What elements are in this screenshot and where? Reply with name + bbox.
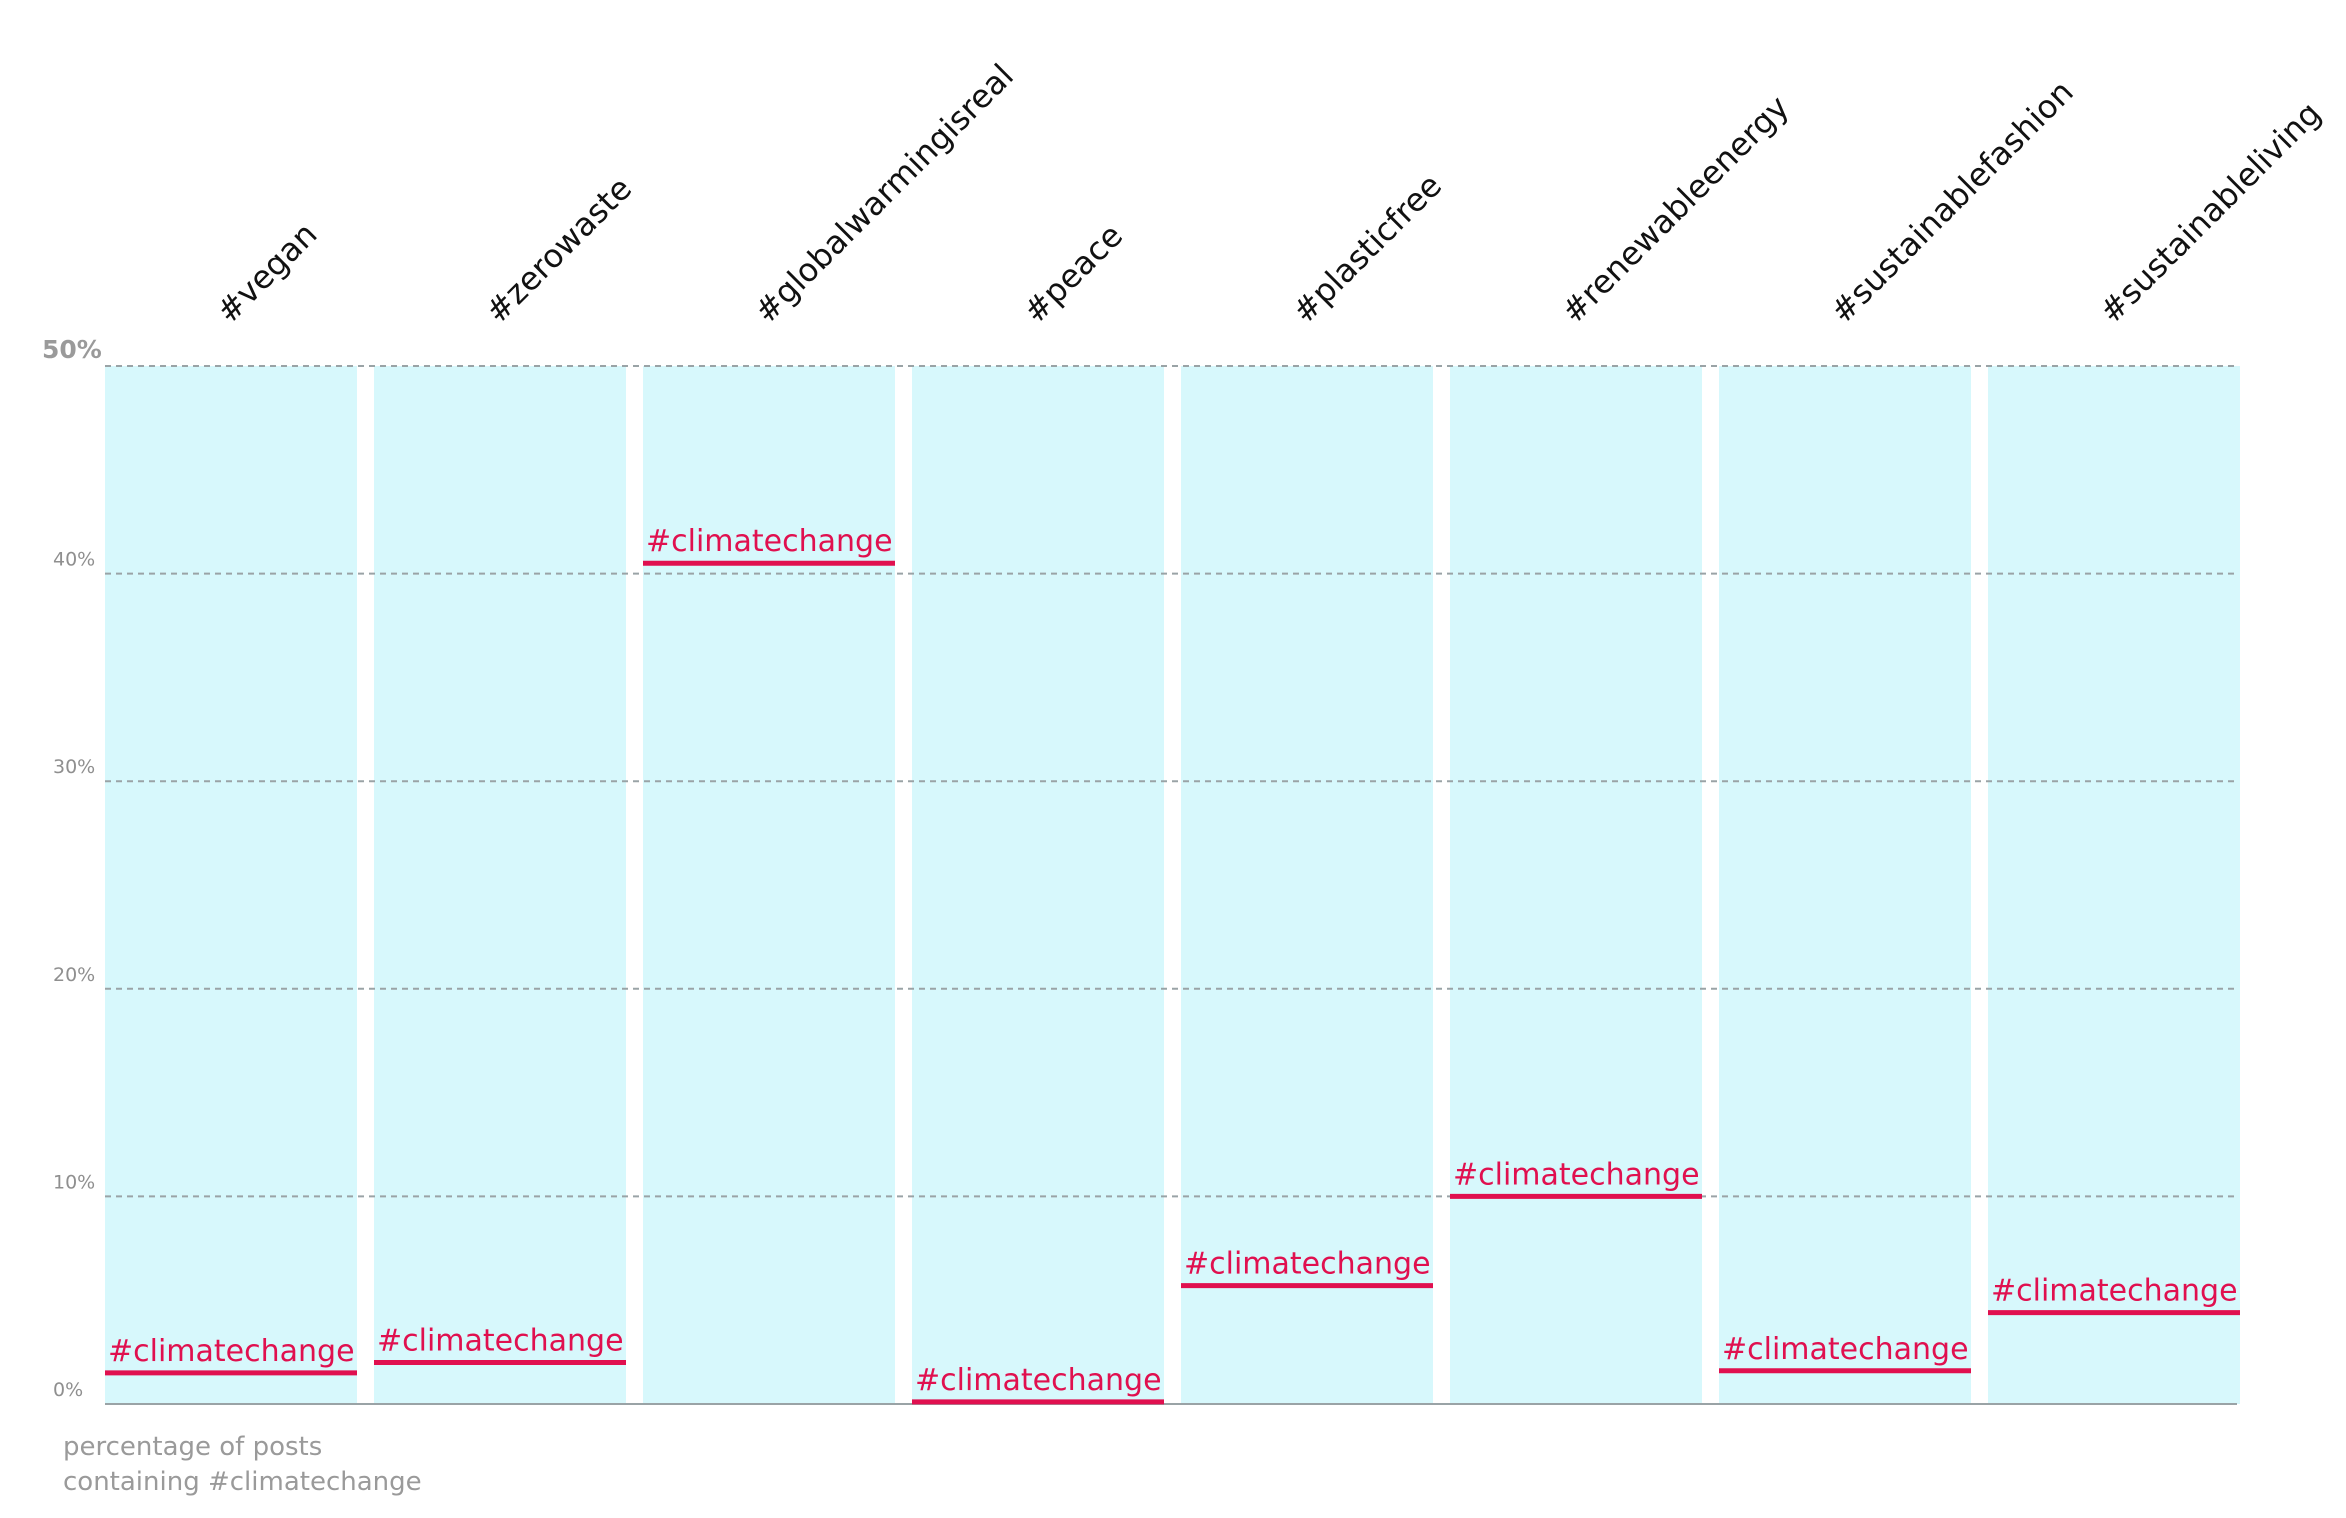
y-tick-label: 40% [53, 549, 95, 571]
value-markers: #climatechange #climatechange #climatechan… [105, 524, 2240, 1405]
marker-label: #climatechange [915, 1363, 1162, 1398]
category-label: #globalwarmingisreal [747, 57, 1021, 331]
category-label: #plasticfree [1285, 166, 1449, 330]
y-axis-caption-line-1: percentage of posts [63, 1432, 323, 1462]
category-label: #vegan [209, 215, 325, 331]
y-tick-label: 30% [53, 756, 95, 778]
marker-label: #climatechange [1184, 1247, 1431, 1282]
y-tick-label: 50% [42, 335, 102, 364]
category-label: #renewableenergy [1554, 88, 1797, 331]
category-label: #sustainableliving [2092, 94, 2329, 331]
column-background [643, 366, 895, 1404]
marker-label: #climatechange [1453, 1157, 1700, 1192]
category-label: #peace [1016, 216, 1130, 330]
y-tick-label: 20% [53, 964, 95, 986]
category-label: #zerowaste [478, 169, 639, 330]
gridlines [105, 365, 2237, 1405]
marker-label: #climatechange [108, 1334, 355, 1369]
column-background [1988, 366, 2240, 1404]
y-tick-label: 0% [53, 1379, 83, 1401]
y-axis-caption: percentage of posts containing #climatec… [63, 1430, 422, 1500]
y-axis-ticks: 0% 10% 20% 30% 40% 50% [42, 335, 102, 1401]
y-tick-label: 10% [53, 1171, 95, 1193]
marker-label: #climatechange [377, 1323, 624, 1358]
category-labels: #vegan #zerowaste #globalwarmingisreal#pea… [209, 57, 2329, 331]
y-axis-caption-line-2: containing #climatechange [63, 1467, 422, 1497]
marker-label: #climatechange [1991, 1274, 2238, 1309]
column-background [374, 366, 626, 1404]
marker-label: #climatechange [1722, 1332, 1969, 1367]
column-background [1450, 366, 1702, 1404]
column-backgrounds [105, 366, 2240, 1404]
column-background [1719, 366, 1971, 1404]
category-label: #sustainablefashion [1823, 73, 2081, 331]
column-background [105, 366, 357, 1404]
column-background [912, 366, 1164, 1404]
marker-label: #climatechange [646, 524, 893, 559]
column-background [1181, 366, 1433, 1404]
